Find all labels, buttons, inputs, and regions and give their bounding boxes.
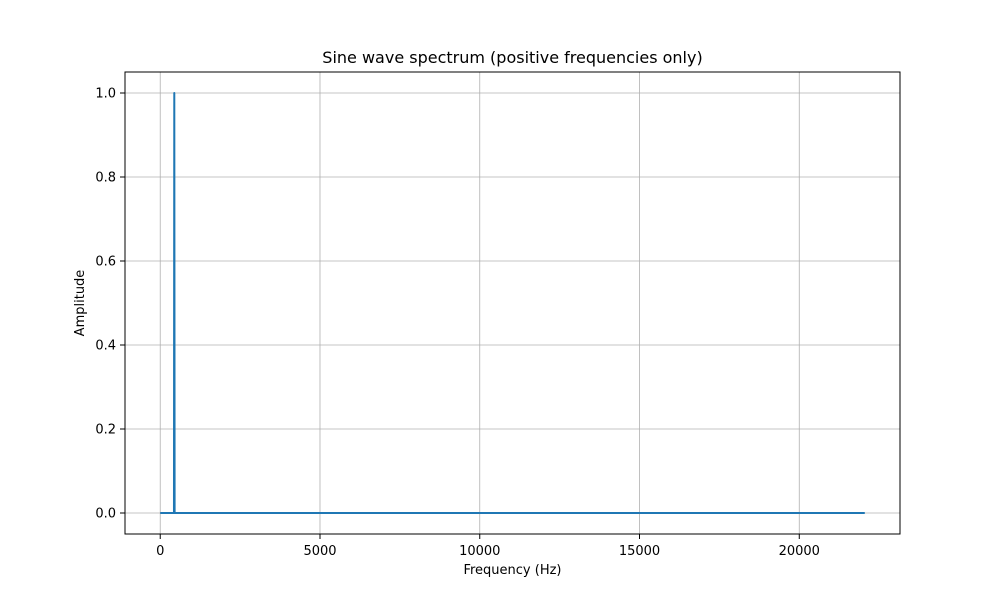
x-tick-label: 10000 [459, 544, 500, 559]
x-axis-title: Frequency (Hz) [463, 563, 561, 578]
y-tick-label: 0.4 [95, 339, 116, 354]
y-tick-label: 0.2 [95, 423, 116, 438]
x-tick-label: 15000 [619, 544, 660, 559]
series-layer [160, 92, 865, 514]
x-tick-label: 0 [156, 544, 164, 559]
y-tick-label: 0.8 [95, 171, 116, 186]
x-tick-label: 20000 [779, 544, 820, 559]
x-tick-label: 5000 [303, 544, 336, 559]
ticks: 0 5000 10000 15000 20000 0.0 0.2 0.4 0.6 0.8 1.0 [95, 87, 820, 560]
y-tick-label: 1.0 [95, 87, 116, 102]
y-axis-title: Amplitude [73, 270, 88, 337]
chart-title: Sine wave spectrum (positive frequencies… [322, 48, 702, 67]
spectrum-line [160, 92, 865, 514]
y-tick-label: 0.6 [95, 255, 116, 270]
y-tick-label: 0.0 [95, 507, 116, 522]
plot-frame [124, 71, 901, 535]
